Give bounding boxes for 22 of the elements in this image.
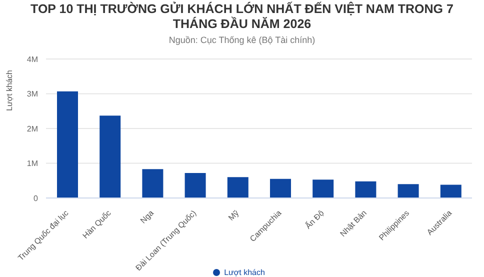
y-tick-label: 2M	[26, 124, 38, 134]
y-tick-label: 1M	[26, 159, 38, 168]
y-axis-title: Lượt khách	[4, 70, 14, 110]
chart-title: TOP 10 THỊ TRƯỜNG GỬI KHÁCH LỚN NHẤT ĐẾN VIỆT NAM TRONG 7 THÁNG ĐẦU NĂM 2026	[30, 0, 454, 32]
y-tick-label: 4M	[26, 54, 38, 64]
x-tick-label: Ấn Độ	[303, 207, 326, 231]
bar	[312, 180, 334, 198]
bar	[270, 178, 291, 198]
bar	[398, 184, 419, 198]
chart-subtitle: Nguồn: Cục Thống kê (Bộ Tài chính)	[168, 35, 316, 45]
bar	[57, 91, 78, 198]
x-tick-label: Mỹ	[226, 208, 241, 222]
bar	[100, 116, 121, 198]
bar	[184, 172, 206, 198]
y-tick-label: 0	[34, 194, 39, 203]
y-tick-label: 3M	[26, 90, 38, 99]
bar	[142, 169, 164, 198]
x-tick-label: Nga	[138, 208, 156, 226]
legend-label: Lượt khách	[224, 268, 265, 277]
bar	[440, 184, 462, 198]
bar	[227, 177, 248, 198]
bar	[355, 181, 376, 198]
